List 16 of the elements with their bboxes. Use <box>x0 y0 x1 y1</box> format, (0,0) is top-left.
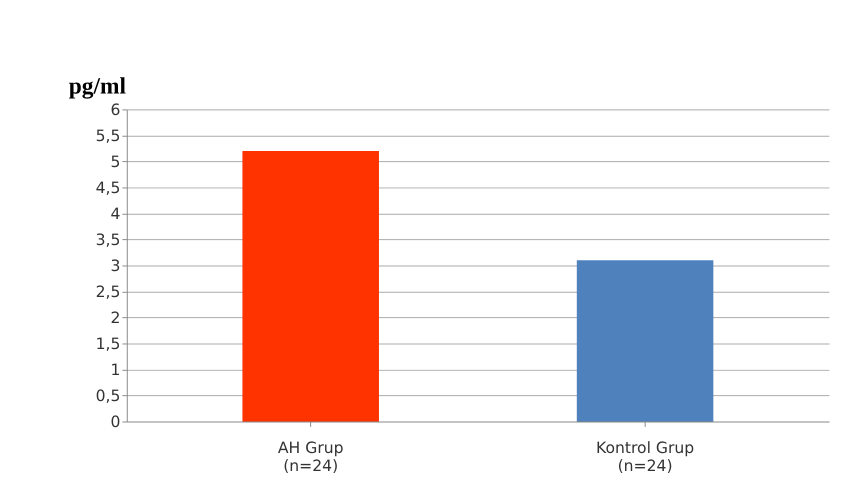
y-tick-label: 0 <box>110 412 120 431</box>
x-tick-label: AH Grup (n=24) <box>278 439 344 475</box>
y-axis-title: pg/ml <box>68 73 126 100</box>
y-tick-label: 6 <box>110 100 120 119</box>
y-tick-label: 4,5 <box>96 178 120 197</box>
y-tick-label: 1,5 <box>96 334 120 353</box>
y-tick-label: 5 <box>110 152 120 171</box>
x-tick-label: Kontrol Grup (n=24) <box>596 439 694 475</box>
y-tick-label: 3,5 <box>96 230 120 249</box>
y-tick-label: 2,5 <box>96 282 120 301</box>
y-tick-label: 0,5 <box>96 386 120 405</box>
y-tick-label: 3 <box>110 256 120 275</box>
y-tick-label: 1 <box>110 360 120 379</box>
y-tick-label: 4 <box>110 204 121 223</box>
y-tick-label: 5,5 <box>96 126 120 145</box>
y-tick-label: 2 <box>110 308 120 327</box>
